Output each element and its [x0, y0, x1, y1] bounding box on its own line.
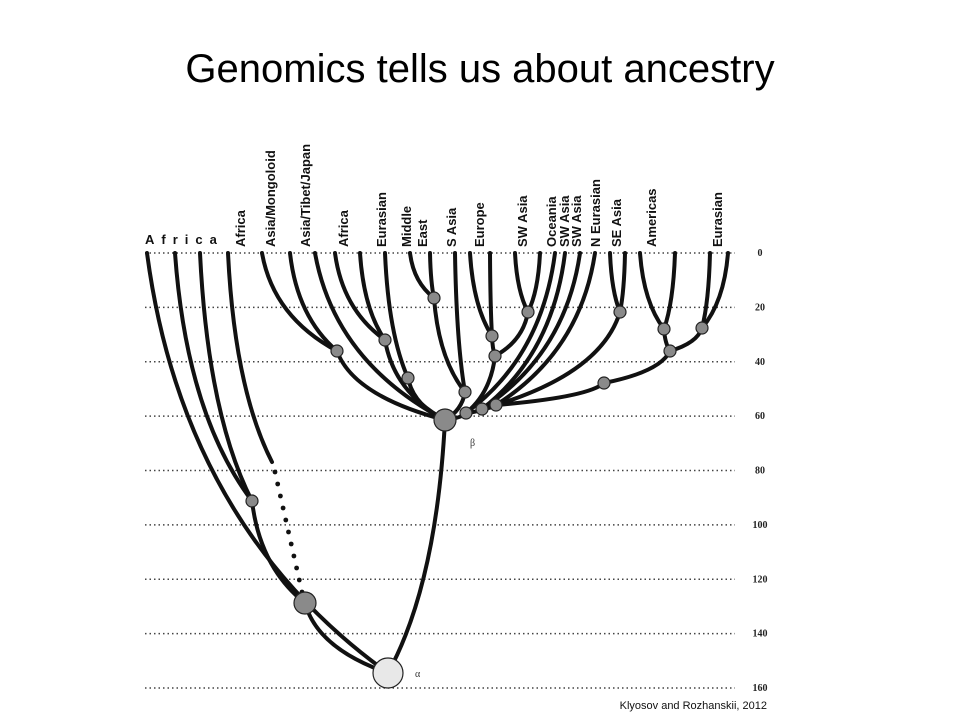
dotted-branch [275, 481, 281, 487]
tree-node [293, 591, 317, 615]
tree-branch [333, 251, 387, 342]
leaf-label: Asia/Mongoloid [263, 150, 278, 247]
tree-branch [198, 251, 254, 503]
tree-branch [173, 251, 254, 503]
dotted-branch [288, 541, 294, 547]
tree-branch [608, 251, 622, 314]
tree-branch [358, 251, 387, 342]
leaf-label: Africa [233, 209, 248, 247]
tree-node [521, 305, 535, 319]
tree-branch [383, 251, 410, 380]
tree-branch [432, 296, 467, 394]
tree-node [597, 376, 611, 390]
tree-branch [464, 251, 557, 415]
axis-tick-label: 120 [753, 574, 768, 585]
leaf-label: Asia/Tibet/Japan [298, 144, 313, 247]
tree-branch [145, 251, 390, 675]
tree-node [378, 333, 392, 347]
tree-branch [618, 251, 627, 314]
tree-branch [453, 251, 467, 394]
tree-node [695, 321, 709, 335]
tree-branch [494, 310, 622, 407]
dotted-branch [296, 577, 302, 583]
axis-tick-label: 40 [755, 357, 765, 368]
dotted-branch [272, 469, 278, 475]
tree-branch [386, 418, 447, 675]
dotted-branch [283, 517, 289, 523]
dotted-branch [291, 553, 297, 559]
leaf-label: Europe [472, 202, 487, 247]
axis-tick-label: 60 [755, 411, 765, 422]
dotted-branch [278, 493, 283, 499]
tree-branch [480, 251, 582, 411]
leaf-label: SW Asia [557, 195, 572, 247]
tree-node [657, 322, 671, 336]
tree-node [489, 398, 503, 412]
slide-title: Genomics tells us about ancestry [185, 47, 774, 91]
root-label: Africa [145, 232, 224, 247]
tree-branch [428, 251, 436, 300]
tree-node [485, 329, 499, 343]
tree-branch [662, 251, 677, 331]
leaf-label: Eurasian [710, 192, 725, 247]
axis-tick-label: 160 [753, 683, 768, 694]
leaf-label: Oceania [544, 196, 559, 247]
tree-branch [494, 251, 597, 407]
axis-tick-label: 100 [753, 520, 768, 531]
node-label: β [470, 438, 475, 449]
tree-node [433, 408, 457, 432]
tree-node [458, 385, 472, 399]
tree-branch [288, 251, 339, 353]
tree-node [613, 305, 627, 319]
leaf-label: SE Asia [609, 198, 624, 247]
tree-branch [602, 349, 672, 385]
axis-tick-label: 20 [755, 302, 765, 313]
tree-node [401, 371, 415, 385]
tree-branch [250, 499, 307, 605]
axis-tick-label: 140 [753, 629, 768, 640]
leaf-label: S Asia [444, 207, 459, 247]
tree-branch [488, 251, 494, 338]
tree-node [245, 494, 259, 508]
citation: Klyosov and Rozhanskii, 2012 [620, 700, 767, 712]
leaf-label: SW Asia [569, 195, 584, 247]
leaf-label: Eurasian [374, 192, 389, 247]
tree-branch [526, 251, 542, 314]
axis-tick-label: 80 [755, 466, 765, 477]
tree-node [372, 657, 404, 689]
tree-node [475, 402, 489, 416]
tree-branch [513, 251, 530, 314]
tree-branch [468, 251, 494, 338]
tree-branch [313, 251, 447, 422]
tree-node [330, 344, 344, 358]
tree-node [488, 349, 502, 363]
leaf-label: Middle [399, 206, 414, 247]
tree-branch [335, 349, 447, 422]
tree-branch [700, 251, 730, 330]
leaf-label: East [415, 219, 430, 247]
tree-branch [638, 251, 666, 331]
leaf-label: Americas [644, 188, 659, 247]
tree-branch [260, 251, 339, 353]
tree-branch [383, 338, 447, 422]
tree-node [427, 291, 441, 305]
leaf-label: SW Asia [515, 195, 530, 247]
dotted-branch [294, 565, 299, 571]
node-label: α [415, 669, 421, 680]
leaf-label: Africa [336, 209, 351, 247]
dotted-branch [280, 505, 286, 511]
tree-node [459, 406, 473, 420]
axis-tick-label: 0 [758, 248, 763, 259]
tree-node [663, 344, 677, 358]
leaf-label: N Eurasian [588, 179, 603, 247]
dotted-branch [286, 529, 291, 535]
tree-branch [226, 251, 274, 464]
